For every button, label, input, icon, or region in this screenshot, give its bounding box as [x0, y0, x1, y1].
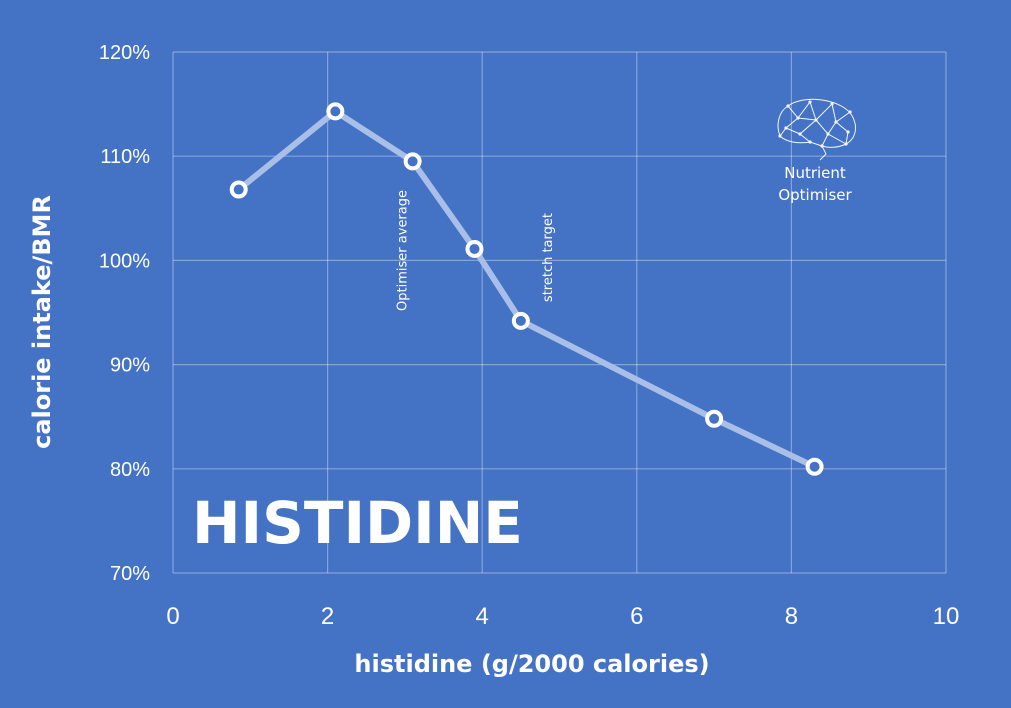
annotation-label: stretch target	[541, 213, 556, 302]
y-axis-ticks: 70% 80% 90% 100% 110% 120%	[99, 42, 150, 585]
gridlines	[172, 51, 947, 574]
x-tick-label: 2	[321, 603, 334, 630]
logo-line-1: Nutrient	[784, 164, 846, 182]
data-points	[229, 102, 824, 476]
y-tick-label: 80%	[110, 459, 150, 481]
x-tick-label: 4	[476, 603, 489, 630]
brain-icon	[777, 98, 857, 161]
x-tick-label: 10	[933, 603, 960, 630]
y-axis-title: calorie intake/BMR	[28, 195, 56, 449]
series-line	[235, 108, 818, 470]
data-point	[403, 152, 422, 171]
x-tick-label: 8	[785, 603, 798, 630]
data-point	[465, 239, 484, 258]
data-point	[705, 409, 724, 428]
y-tick-label: 120%	[99, 42, 150, 64]
chart-title: HISTIDINE	[192, 489, 523, 557]
x-axis-ticks: 0 2 4 6 8 10	[166, 603, 959, 630]
y-tick-label: 110%	[100, 146, 150, 168]
logo-line-2: Optimiser	[778, 186, 852, 204]
y-tick-label: 100%	[99, 250, 150, 272]
y-tick-label: 70%	[110, 563, 150, 585]
data-point	[511, 311, 530, 330]
annotations: Optimiser average stretch target	[396, 190, 556, 311]
logo: Nutrient Optimiser	[777, 98, 857, 204]
y-tick-label: 90%	[110, 355, 150, 377]
data-point	[326, 102, 345, 121]
data-point	[229, 180, 248, 199]
x-tick-label: 6	[630, 603, 643, 630]
annotation-label: Optimiser average	[396, 190, 411, 311]
data-point	[805, 457, 824, 476]
x-axis-title: histidine (g/2000 calories)	[354, 650, 709, 678]
x-tick-label: 0	[166, 603, 179, 630]
